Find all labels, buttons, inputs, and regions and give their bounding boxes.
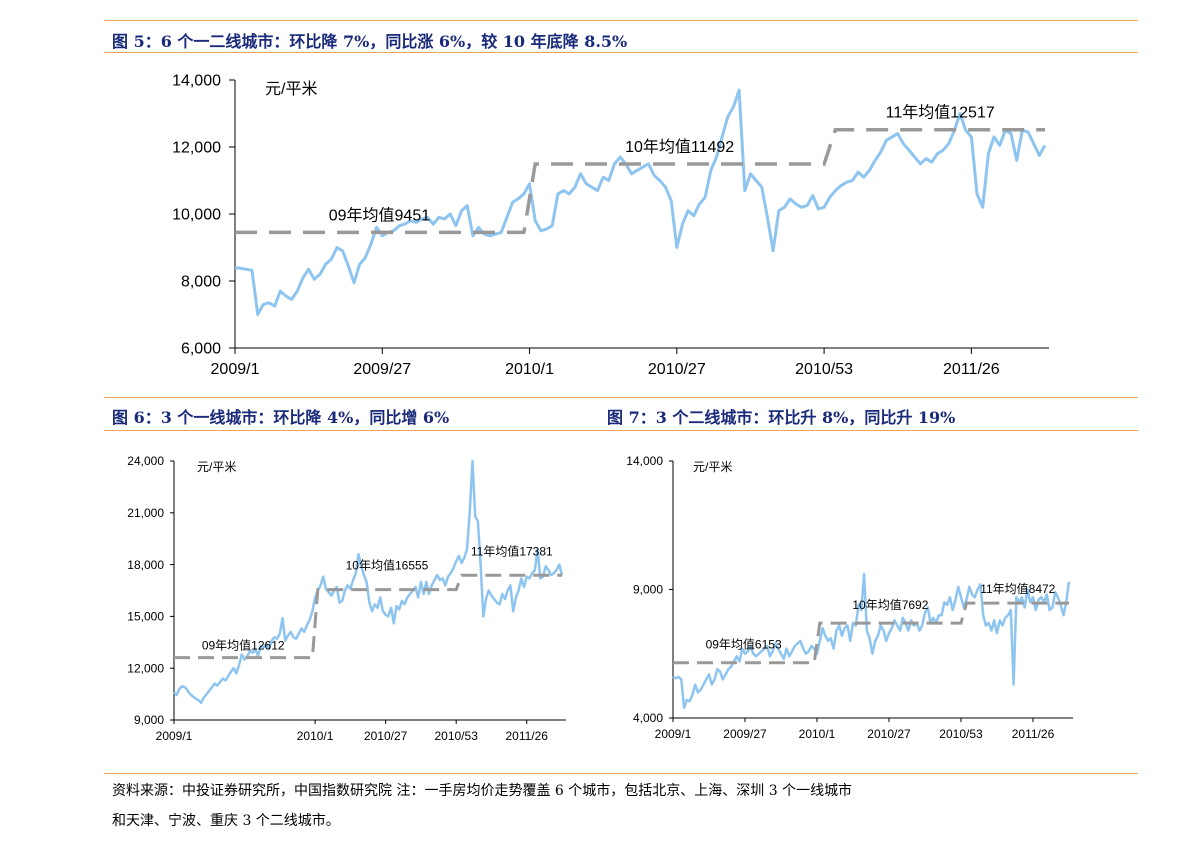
rule-below-fig6-title <box>104 430 1138 431</box>
x-tick-label: 2010/27 <box>648 361 706 378</box>
x-tick-label: 2010/1 <box>297 729 334 743</box>
x-tick-label: 2011/26 <box>943 361 1000 378</box>
figure-7-title: 图 7：3 个二线城市：环比升 8%，同比升 19% <box>607 408 956 427</box>
y-tick-label: 12,000 <box>172 140 221 157</box>
rule-top <box>104 20 1138 21</box>
series-line <box>672 572 1071 709</box>
figure-6-title: 图 6：3 个一线城市：环比降 4%，同比增 6% <box>112 408 450 427</box>
y-tick-label: 21,000 <box>127 506 164 520</box>
unit-label: 元/平米 <box>197 460 236 474</box>
x-tick-label: 2010/27 <box>867 727 911 741</box>
average-label: 11年均值17381 <box>471 543 553 558</box>
y-tick-label: 15,000 <box>127 610 164 624</box>
average-label: 11年均值8472 <box>980 581 1055 596</box>
rule-below-fig5-title <box>104 52 1138 53</box>
y-tick-label: 6,000 <box>181 341 221 358</box>
x-tick-label: 2010/1 <box>505 361 554 378</box>
y-tick-label: 9,000 <box>633 583 663 597</box>
x-tick-label: 2009/1 <box>156 729 193 743</box>
x-tick-label: 2010/27 <box>364 729 408 743</box>
y-tick-label: 14,000 <box>172 73 221 90</box>
average-label: 10年均值16555 <box>346 558 429 573</box>
x-tick-label: 2010/1 <box>799 727 836 741</box>
y-tick-label: 8,000 <box>181 274 221 291</box>
average-step-line <box>235 127 1045 235</box>
y-tick-label: 9,000 <box>134 713 164 727</box>
average-label: 10年均值11492 <box>625 138 734 156</box>
average-step-line <box>673 601 1069 665</box>
x-tick-label: 2011/26 <box>505 729 548 743</box>
average-label: 11年均值12517 <box>886 104 995 122</box>
average-step-line <box>174 573 562 660</box>
y-tick-label: 18,000 <box>127 558 164 572</box>
y-tick-label: 14,000 <box>626 454 663 468</box>
figure-5-title: 图 5：6 个一二线城市：环比降 7%，同比涨 6%，较 10 年底降 8.5% <box>112 32 628 51</box>
x-tick-label: 2011/26 <box>1012 727 1055 741</box>
footnote-line-1: 资料来源：中投证券研究所，中国指数研究院 注：一手房均价走势覆盖 6 个城市，包… <box>112 783 853 799</box>
rule-above-footnote <box>104 773 1138 774</box>
average-label: 09年均值9451 <box>329 206 430 224</box>
x-tick-label: 2009/1 <box>655 727 692 741</box>
y-tick-label: 4,000 <box>633 711 663 725</box>
average-label: 09年均值12612 <box>202 638 285 653</box>
unit-label: 元/平米 <box>693 460 732 474</box>
series-line <box>173 459 564 704</box>
rule-above-fig6-title <box>104 397 1138 398</box>
x-tick-label: 2010/53 <box>939 727 983 741</box>
average-label: 09年均值6153 <box>706 637 782 652</box>
chart-figure-6: 9,000 12,000 15,000 18,000 21,000 24,000 2009/… <box>127 454 566 743</box>
y-tick-label: 12,000 <box>127 661 164 675</box>
y-tick-label: 10,000 <box>172 207 221 224</box>
y-tick-label: 24,000 <box>127 454 164 468</box>
average-label: 10年均值7692 <box>852 597 928 612</box>
footnote-line-2: 和天津、宁波、重庆 3 个二线城市。 <box>112 813 340 829</box>
x-tick-label: 2009/1 <box>211 361 260 378</box>
chart-figure-7: 4,000 9,000 14,000 2009/1 2009/27 2010/1 2010/… <box>626 454 1073 741</box>
x-tick-label: 2009/27 <box>353 361 411 378</box>
series-line <box>234 88 1047 316</box>
x-tick-label: 2010/53 <box>795 361 853 378</box>
unit-label: 元/平米 <box>265 80 317 98</box>
x-tick-label: 2009/27 <box>723 727 767 741</box>
chart-figure-5: 6,000 8,000 10,000 12,000 14,000 2009/1 2009/2… <box>172 73 1049 378</box>
x-tick-label: 2010/53 <box>434 729 478 743</box>
